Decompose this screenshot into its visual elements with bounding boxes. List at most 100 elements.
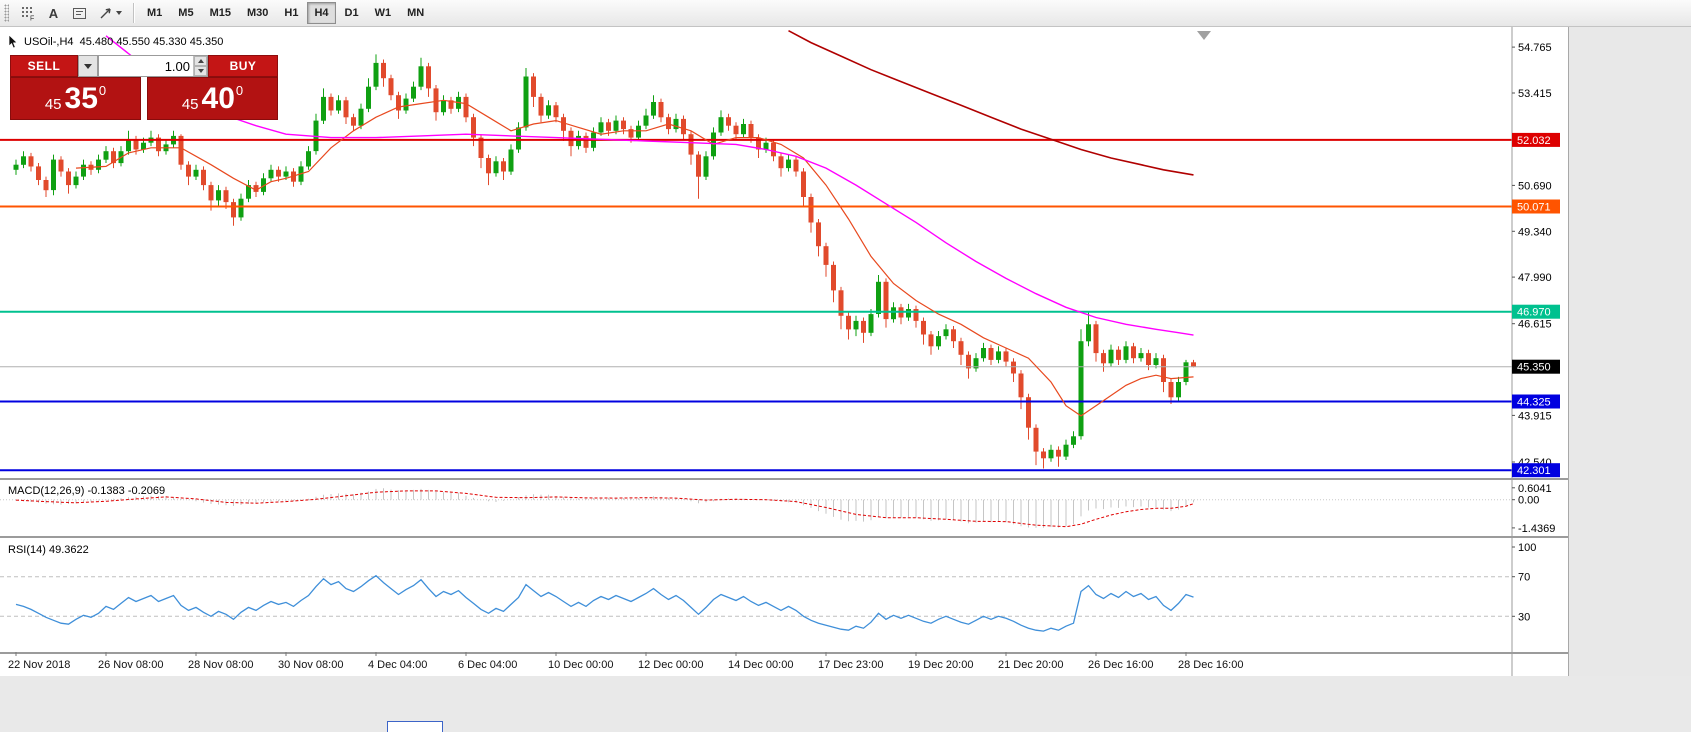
draw-arrow-icon — [100, 8, 111, 19]
svg-text:14 Dec 00:00: 14 Dec 00:00 — [728, 659, 793, 671]
timeframe-toolbar: M1 M5 M15 M30 H1 H4 D1 W1 MN — [140, 2, 431, 24]
dots-grid-icon-button[interactable]: F — [15, 2, 40, 24]
svg-text:-1.4369: -1.4369 — [1518, 523, 1555, 535]
hline-price-label — [1512, 304, 1560, 319]
hline-price-label — [1512, 132, 1560, 147]
svg-text:44.325: 44.325 — [1517, 397, 1551, 409]
svg-text:49.340: 49.340 — [1518, 226, 1552, 238]
sell-button[interactable]: SELL — [10, 55, 78, 77]
tf-button-m1[interactable]: M1 — [140, 2, 169, 24]
svg-text:70: 70 — [1518, 572, 1530, 584]
tf-button-d1[interactable]: D1 — [338, 2, 366, 24]
volume-decrease-button[interactable] — [194, 66, 207, 76]
rsi-pane — [0, 574, 1512, 632]
buy-price-main: 45 — [181, 96, 199, 113]
text-label-button[interactable]: A — [41, 2, 66, 24]
svg-text:50.690: 50.690 — [1518, 180, 1552, 192]
hline-price-label — [1512, 394, 1560, 409]
text-label-icon: A — [48, 5, 59, 21]
svg-text:22 Nov 2018: 22 Nov 2018 — [8, 659, 70, 671]
svg-text:52.032: 52.032 — [1517, 135, 1551, 147]
svg-text:45.350: 45.350 — [1517, 362, 1551, 374]
sell-price-pips: 35 — [64, 81, 98, 115]
triangle-down-icon — [197, 69, 204, 73]
svg-text:30: 30 — [1518, 611, 1530, 623]
tf-button-m15[interactable]: M15 — [203, 2, 238, 24]
tf-button-m30[interactable]: M30 — [240, 2, 275, 24]
svg-text:6 Dec 04:00: 6 Dec 04:00 — [458, 659, 517, 671]
volume-field-wrap — [98, 55, 208, 77]
svg-text:28 Nov 08:00: 28 Nov 08:00 — [188, 659, 253, 671]
volume-spinner — [193, 56, 207, 76]
svg-text:43.915: 43.915 — [1518, 410, 1552, 422]
tf-button-m5[interactable]: M5 — [171, 2, 200, 24]
one-click-trade-panel: SELL BUY 45 35 0 45 40 0 — [10, 55, 278, 120]
rsi-label: RSI(14) 49.3622 — [8, 544, 89, 556]
toolbar-separator — [133, 3, 134, 23]
svg-text:10 Dec 00:00: 10 Dec 00:00 — [548, 659, 613, 671]
symbol-title-text: USOil-,H4 45.480 45.550 45.330 45.350 — [24, 36, 224, 48]
tf-button-w1[interactable]: W1 — [368, 2, 399, 24]
svg-text:100: 100 — [1518, 542, 1536, 554]
time-axis[interactable]: 22 Nov 2018 26 Nov 08:00 28 Nov 08:00 30 No… — [8, 652, 1243, 671]
buy-price-pips: 40 — [201, 81, 235, 115]
svg-text:0.00: 0.00 — [1518, 495, 1539, 507]
tf-button-h4[interactable]: H4 — [307, 2, 336, 24]
sell-price-button[interactable]: 45 35 0 — [10, 77, 141, 120]
buy-price-sup: 0 — [235, 83, 244, 98]
chart-canvas[interactable]: 54.765 53.415 50.690 49.340 47.990 46.615 43.9… — [0, 27, 1568, 676]
mouse-cursor-icon — [8, 35, 18, 49]
toolbar-drag-handle[interactable] — [4, 4, 9, 22]
candlestick-series — [13, 54, 1196, 469]
chart-window: 54.765 53.415 50.690 49.340 47.990 46.615 43.9… — [0, 27, 1568, 676]
svg-text:26 Nov 08:00: 26 Nov 08:00 — [98, 659, 163, 671]
svg-text:46.970: 46.970 — [1517, 307, 1551, 319]
macd-pane — [0, 488, 1512, 528]
svg-text:17 Dec 23:00: 17 Dec 23:00 — [818, 659, 883, 671]
svg-text:26 Dec 16:00: 26 Dec 16:00 — [1088, 659, 1153, 671]
svg-text:42.301: 42.301 — [1517, 465, 1551, 477]
svg-text:4 Dec 04:00: 4 Dec 04:00 — [368, 659, 427, 671]
bottom-partial-window — [387, 721, 443, 732]
svg-text:F: F — [30, 16, 34, 22]
price-shift-marker[interactable] — [1197, 31, 1211, 40]
svg-text:53.415: 53.415 — [1518, 88, 1552, 100]
toolbar: F A M1 M5 M15 M30 H1 H4 D1 W1 MN — [0, 0, 1691, 27]
volume-increase-button[interactable] — [194, 56, 207, 66]
svg-text:46.615: 46.615 — [1518, 319, 1552, 331]
svg-text:0.6041: 0.6041 — [1518, 483, 1552, 495]
moving-averages — [75, 29, 1194, 417]
svg-text:12 Dec 00:00: 12 Dec 00:00 — [638, 659, 703, 671]
tf-button-mn[interactable]: MN — [400, 2, 431, 24]
price-axis[interactable]: 54.765 53.415 50.690 49.340 47.990 46.615 43.9… — [1512, 42, 1560, 623]
svg-text:54.765: 54.765 — [1518, 42, 1552, 54]
volume-dropdown-button[interactable] — [78, 55, 98, 77]
svg-text:47.990: 47.990 — [1518, 272, 1552, 284]
buy-button[interactable]: BUY — [208, 55, 278, 77]
svg-text:28 Dec 16:00: 28 Dec 16:00 — [1178, 659, 1243, 671]
triangle-up-icon — [197, 59, 204, 63]
symbol-title: USOil-,H4 45.480 45.550 45.330 45.350 — [8, 35, 223, 49]
chevron-down-icon — [115, 11, 122, 15]
macd-label: MACD(12,26,9) -0.1383 -0.2069 — [8, 485, 166, 497]
current-price-label — [1512, 359, 1560, 374]
text-frame-icon — [73, 7, 86, 19]
text-frame-button[interactable] — [67, 2, 92, 24]
buy-price-button[interactable]: 45 40 0 — [147, 77, 278, 120]
hline-price-label — [1512, 463, 1560, 478]
chart-background — [0, 27, 1568, 676]
volume-input[interactable] — [99, 56, 193, 76]
tf-button-h1[interactable]: H1 — [277, 2, 305, 24]
draw-arrow-button[interactable] — [93, 2, 127, 24]
svg-text:30 Nov 08:00: 30 Nov 08:00 — [278, 659, 343, 671]
sell-price-sup: 0 — [98, 83, 107, 98]
svg-text:21 Dec 20:00: 21 Dec 20:00 — [998, 659, 1063, 671]
hline-price-label — [1512, 199, 1560, 214]
right-gutter — [1568, 27, 1691, 676]
dots-grid-icon: F — [21, 7, 34, 22]
sell-price-main: 45 — [44, 96, 62, 113]
svg-text:19 Dec 20:00: 19 Dec 20:00 — [908, 659, 973, 671]
chevron-down-icon — [84, 63, 92, 69]
svg-text:50.071: 50.071 — [1517, 202, 1551, 214]
horizontal-lines[interactable] — [0, 138, 1512, 472]
